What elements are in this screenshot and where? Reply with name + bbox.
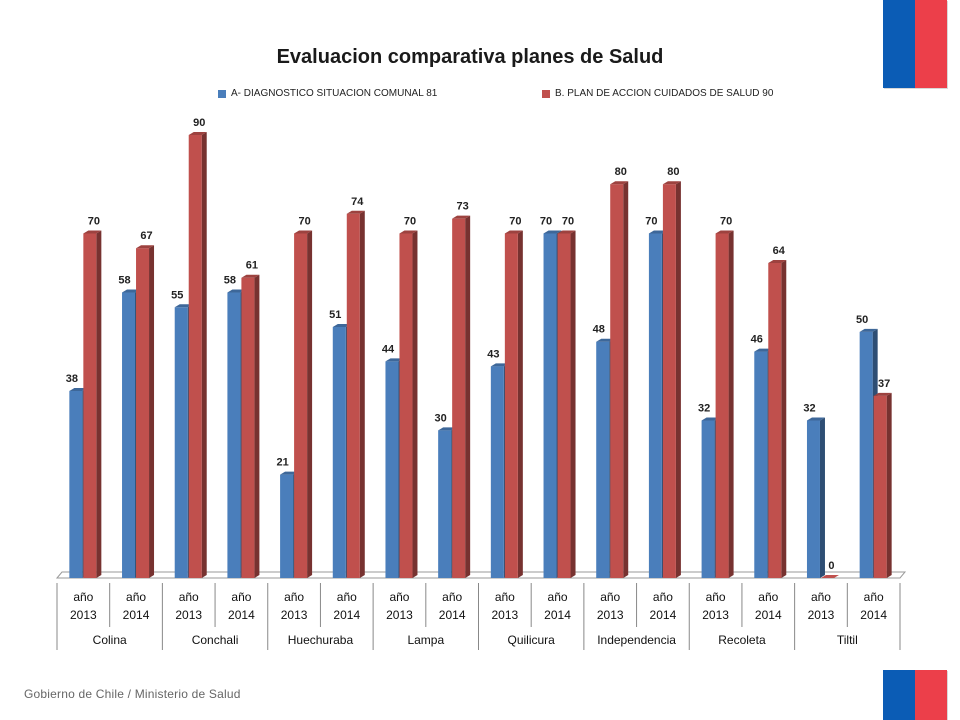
data-label-series-a-2: 55 (171, 289, 183, 301)
data-label-series-b-9: 70 (562, 215, 574, 227)
flag-blue-band (883, 670, 915, 720)
bar-series-b-14 (820, 575, 839, 578)
bar-series-b-11 (662, 181, 681, 578)
data-label-series-a-3: 58 (224, 275, 236, 287)
data-label-series-b-6: 70 (404, 215, 416, 227)
chile-flag-emblem-bottom (883, 670, 947, 720)
data-label-series-a-5: 51 (329, 309, 341, 321)
bar-series-b-4 (294, 230, 313, 578)
bar-series-b-0 (83, 230, 102, 578)
bar-series-b-10 (610, 181, 629, 578)
tick-label-3: año 2014 (228, 590, 255, 622)
data-label-series-a-11: 70 (645, 215, 657, 227)
tick-label-6: año 2013 (386, 590, 413, 622)
tick-label-7: año 2014 (439, 590, 466, 622)
data-label-series-b-5: 74 (351, 196, 364, 208)
legend-swatch-series-b (542, 89, 550, 98)
tick-label-11: año 2014 (650, 590, 677, 622)
data-label-series-a-12: 32 (698, 402, 710, 414)
data-label-series-b-15: 37 (878, 378, 890, 390)
legend-item-series-a: A- DIAGNOSTICO SITUACION COMUNAL 81 (218, 88, 437, 99)
data-label-series-a-6: 44 (382, 343, 395, 355)
group-label-0: Colina (93, 633, 127, 647)
data-label-series-b-12: 70 (720, 215, 732, 227)
group-label-4: Quilicura (508, 633, 556, 647)
tick-label-8: año 2013 (491, 590, 518, 622)
data-label-series-b-0: 70 (88, 215, 100, 227)
bar-series-b-15 (873, 392, 892, 578)
tick-label-9: año 2014 (544, 590, 571, 622)
group-label-3: Lampa (407, 633, 444, 647)
bar-series-b-1 (136, 245, 155, 578)
data-label-series-a-8: 43 (487, 348, 499, 360)
chart-title: Evaluacion comparativa planes de Salud (276, 46, 664, 68)
footer-ministry: Gobierno de Chile / Ministerio de Salud (24, 687, 241, 701)
tick-label-2: año 2013 (175, 590, 202, 622)
bar-series-a-14 (806, 417, 825, 578)
tick-label-13: año 2014 (755, 590, 782, 622)
flag-red-band (915, 670, 947, 720)
bar-series-b-6 (399, 230, 418, 578)
tick-label-15: año 2014 (860, 590, 887, 622)
data-label-series-b-13: 64 (773, 245, 786, 257)
data-label-series-a-7: 30 (435, 412, 447, 424)
data-label-series-b-8: 70 (509, 215, 521, 227)
bar-series-b-2 (188, 132, 207, 578)
group-label-7: Tiltil (837, 633, 858, 647)
data-label-series-b-1: 67 (140, 230, 152, 242)
data-label-series-b-11: 80 (667, 166, 679, 178)
data-label-series-a-15: 50 (856, 314, 868, 326)
group-label-1: Conchali (192, 633, 239, 647)
group-label-2: Huechuraba (288, 633, 354, 647)
data-label-series-a-4: 21 (276, 457, 288, 469)
chile-flag-emblem-top (883, 0, 947, 88)
data-label-series-b-14: 0 (828, 560, 834, 572)
data-label-series-a-10: 48 (593, 324, 605, 336)
tick-label-5: año 2014 (333, 590, 360, 622)
data-label-series-a-13: 46 (751, 334, 763, 346)
bar-series-b-7 (452, 215, 471, 578)
chart-legend: A- DIAGNOSTICO SITUACION COMUNAL 81 B. P… (0, 88, 960, 104)
bar-series-b-12 (715, 230, 734, 578)
tick-label-1: año 2014 (123, 590, 150, 622)
bar-series-b-5 (346, 210, 365, 578)
bar-series-b-9 (557, 230, 576, 578)
data-label-series-b-2: 90 (193, 117, 205, 129)
bar-series-b-8 (504, 230, 523, 578)
data-label-series-b-3: 61 (246, 260, 258, 272)
legend-item-series-b: B. PLAN DE ACCION CUIDADOS DE SALUD 90 (542, 88, 773, 99)
group-label-5: Independencia (597, 633, 676, 647)
group-label-6: Recoleta (718, 633, 766, 647)
data-label-series-a-14: 32 (803, 402, 815, 414)
tick-label-14: año 2013 (808, 590, 835, 622)
flag-blue-band (883, 0, 915, 88)
tick-label-0: año 2013 (70, 590, 97, 622)
flag-red-band (915, 0, 947, 88)
tick-label-10: año 2013 (597, 590, 624, 622)
tick-label-4: año 2013 (281, 590, 308, 622)
data-label-series-a-9: 70 (540, 215, 552, 227)
data-label-series-a-1: 58 (118, 275, 130, 287)
bar-series-b-13 (768, 259, 787, 578)
data-label-series-b-10: 80 (615, 166, 627, 178)
legend-swatch-series-a (218, 89, 226, 98)
tick-label-12: año 2013 (702, 590, 729, 622)
legend-label-series-b: B. PLAN DE ACCION CUIDADOS DE SALUD 90 (555, 88, 774, 99)
data-label-series-a-0: 38 (66, 373, 78, 385)
bar-series-b-3 (241, 274, 260, 578)
data-label-series-b-4: 70 (298, 215, 310, 227)
legend-label-series-a: A- DIAGNOSTICO SITUACION COMUNAL 81 (231, 88, 438, 99)
data-label-series-b-7: 73 (457, 201, 469, 213)
